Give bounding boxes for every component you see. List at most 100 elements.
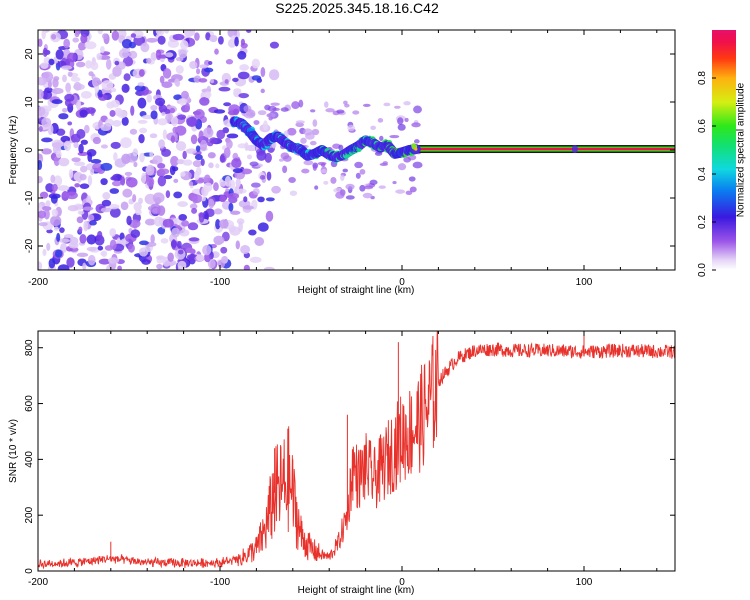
noise-blob xyxy=(338,144,344,151)
snr-series xyxy=(38,331,675,570)
noise-blob xyxy=(79,173,87,181)
noise-blob xyxy=(175,141,187,151)
noise-blob xyxy=(199,97,210,106)
noise-blob xyxy=(325,108,335,113)
noise-blob xyxy=(100,123,112,132)
noise-blob xyxy=(130,33,137,38)
noise-blob xyxy=(225,59,234,65)
noise-blob xyxy=(240,168,253,175)
noise-blob xyxy=(47,79,52,89)
noise-blob xyxy=(109,228,117,237)
noise-blob xyxy=(67,204,79,212)
noise-blob xyxy=(76,216,84,224)
noise-blob xyxy=(109,110,116,117)
noise-blob xyxy=(48,193,61,199)
noise-blob xyxy=(312,164,317,171)
noise-blob xyxy=(78,143,84,154)
noise-blob xyxy=(100,207,112,213)
noise-blob xyxy=(153,216,163,227)
noise-blob xyxy=(117,265,122,270)
noise-blob xyxy=(42,248,47,257)
noise-blob xyxy=(38,222,48,227)
noise-blob xyxy=(122,188,133,198)
noise-blob xyxy=(265,197,275,202)
noise-blob xyxy=(77,210,85,215)
noise-blob xyxy=(88,71,94,77)
noise-blob xyxy=(231,158,242,169)
noise-blob xyxy=(57,185,70,191)
noise-blob xyxy=(204,174,211,183)
noise-blob xyxy=(303,160,314,166)
noise-blob xyxy=(63,140,72,152)
colorbar-tick-label: 0.0 xyxy=(697,263,708,277)
noise-blob xyxy=(378,185,386,189)
noise-blob xyxy=(135,208,142,216)
noise-blob xyxy=(256,148,266,156)
noise-blob xyxy=(137,119,148,124)
noise-blob xyxy=(362,192,373,199)
noise-blob xyxy=(139,152,145,163)
noise-blob xyxy=(347,124,355,132)
noise-blob xyxy=(38,38,43,48)
noise-blob xyxy=(94,234,105,246)
noise-blob xyxy=(110,141,121,149)
noise-blob xyxy=(102,33,108,40)
colorbar-tick-label: 0.8 xyxy=(697,71,708,85)
noise-blob xyxy=(195,145,201,152)
noise-blob xyxy=(162,129,168,140)
noise-blob xyxy=(89,220,97,226)
spectrogram-y-ticks: -20 -10 0 10 20 xyxy=(24,48,675,253)
noise-blob xyxy=(67,121,73,126)
y-tick-label: 10 xyxy=(24,96,35,108)
noise-blob xyxy=(251,75,262,81)
noise-blob xyxy=(189,203,198,210)
noise-blob xyxy=(219,154,225,163)
noise-blob xyxy=(215,163,220,169)
noise-blob xyxy=(170,116,179,127)
noise-blob xyxy=(188,181,194,187)
noise-blob xyxy=(68,242,79,249)
noise-blob xyxy=(288,177,296,184)
noise-blob xyxy=(51,87,64,95)
noise-blob xyxy=(176,159,185,165)
noise-blob xyxy=(228,202,234,212)
noise-blob xyxy=(121,83,130,93)
noise-blob xyxy=(345,195,355,200)
noise-blob xyxy=(63,234,74,239)
noise-blob xyxy=(192,160,202,168)
noise-blob xyxy=(111,30,120,41)
noise-blob xyxy=(38,76,47,86)
noise-blob xyxy=(58,113,69,120)
noise-blob xyxy=(68,169,74,179)
noise-blob xyxy=(352,110,360,115)
noise-blob xyxy=(310,109,316,113)
noise-blob xyxy=(138,197,143,205)
noise-blob xyxy=(146,37,158,43)
noise-blob xyxy=(215,218,221,230)
noise-blob xyxy=(79,109,88,118)
noise-blob xyxy=(137,82,145,87)
noise-blob xyxy=(198,78,208,83)
noise-blob xyxy=(97,30,103,35)
colorbar-tick-label: 0.2 xyxy=(697,215,708,229)
noise-blob xyxy=(61,192,70,198)
noise-blob xyxy=(282,165,288,174)
noise-blob xyxy=(392,181,397,185)
noise-blob xyxy=(191,194,203,204)
noise-blob xyxy=(178,249,184,255)
noise-blob xyxy=(217,35,224,45)
noise-blob xyxy=(320,169,328,174)
noise-blob xyxy=(128,50,138,59)
noise-blob xyxy=(240,38,246,46)
steady-line xyxy=(416,147,675,151)
snr-y-ticks: 0 200 400 600 800 xyxy=(24,339,675,574)
noise-blob xyxy=(96,53,102,61)
noise-blob xyxy=(41,137,53,143)
noise-blob xyxy=(191,207,198,214)
noise-blob xyxy=(161,148,171,157)
spectrogram-x-label: Height of straight line (km) xyxy=(298,285,415,296)
noise-blob xyxy=(243,264,250,270)
noise-blob xyxy=(382,161,388,165)
noise-blob xyxy=(203,91,212,98)
noise-blob xyxy=(377,118,384,123)
